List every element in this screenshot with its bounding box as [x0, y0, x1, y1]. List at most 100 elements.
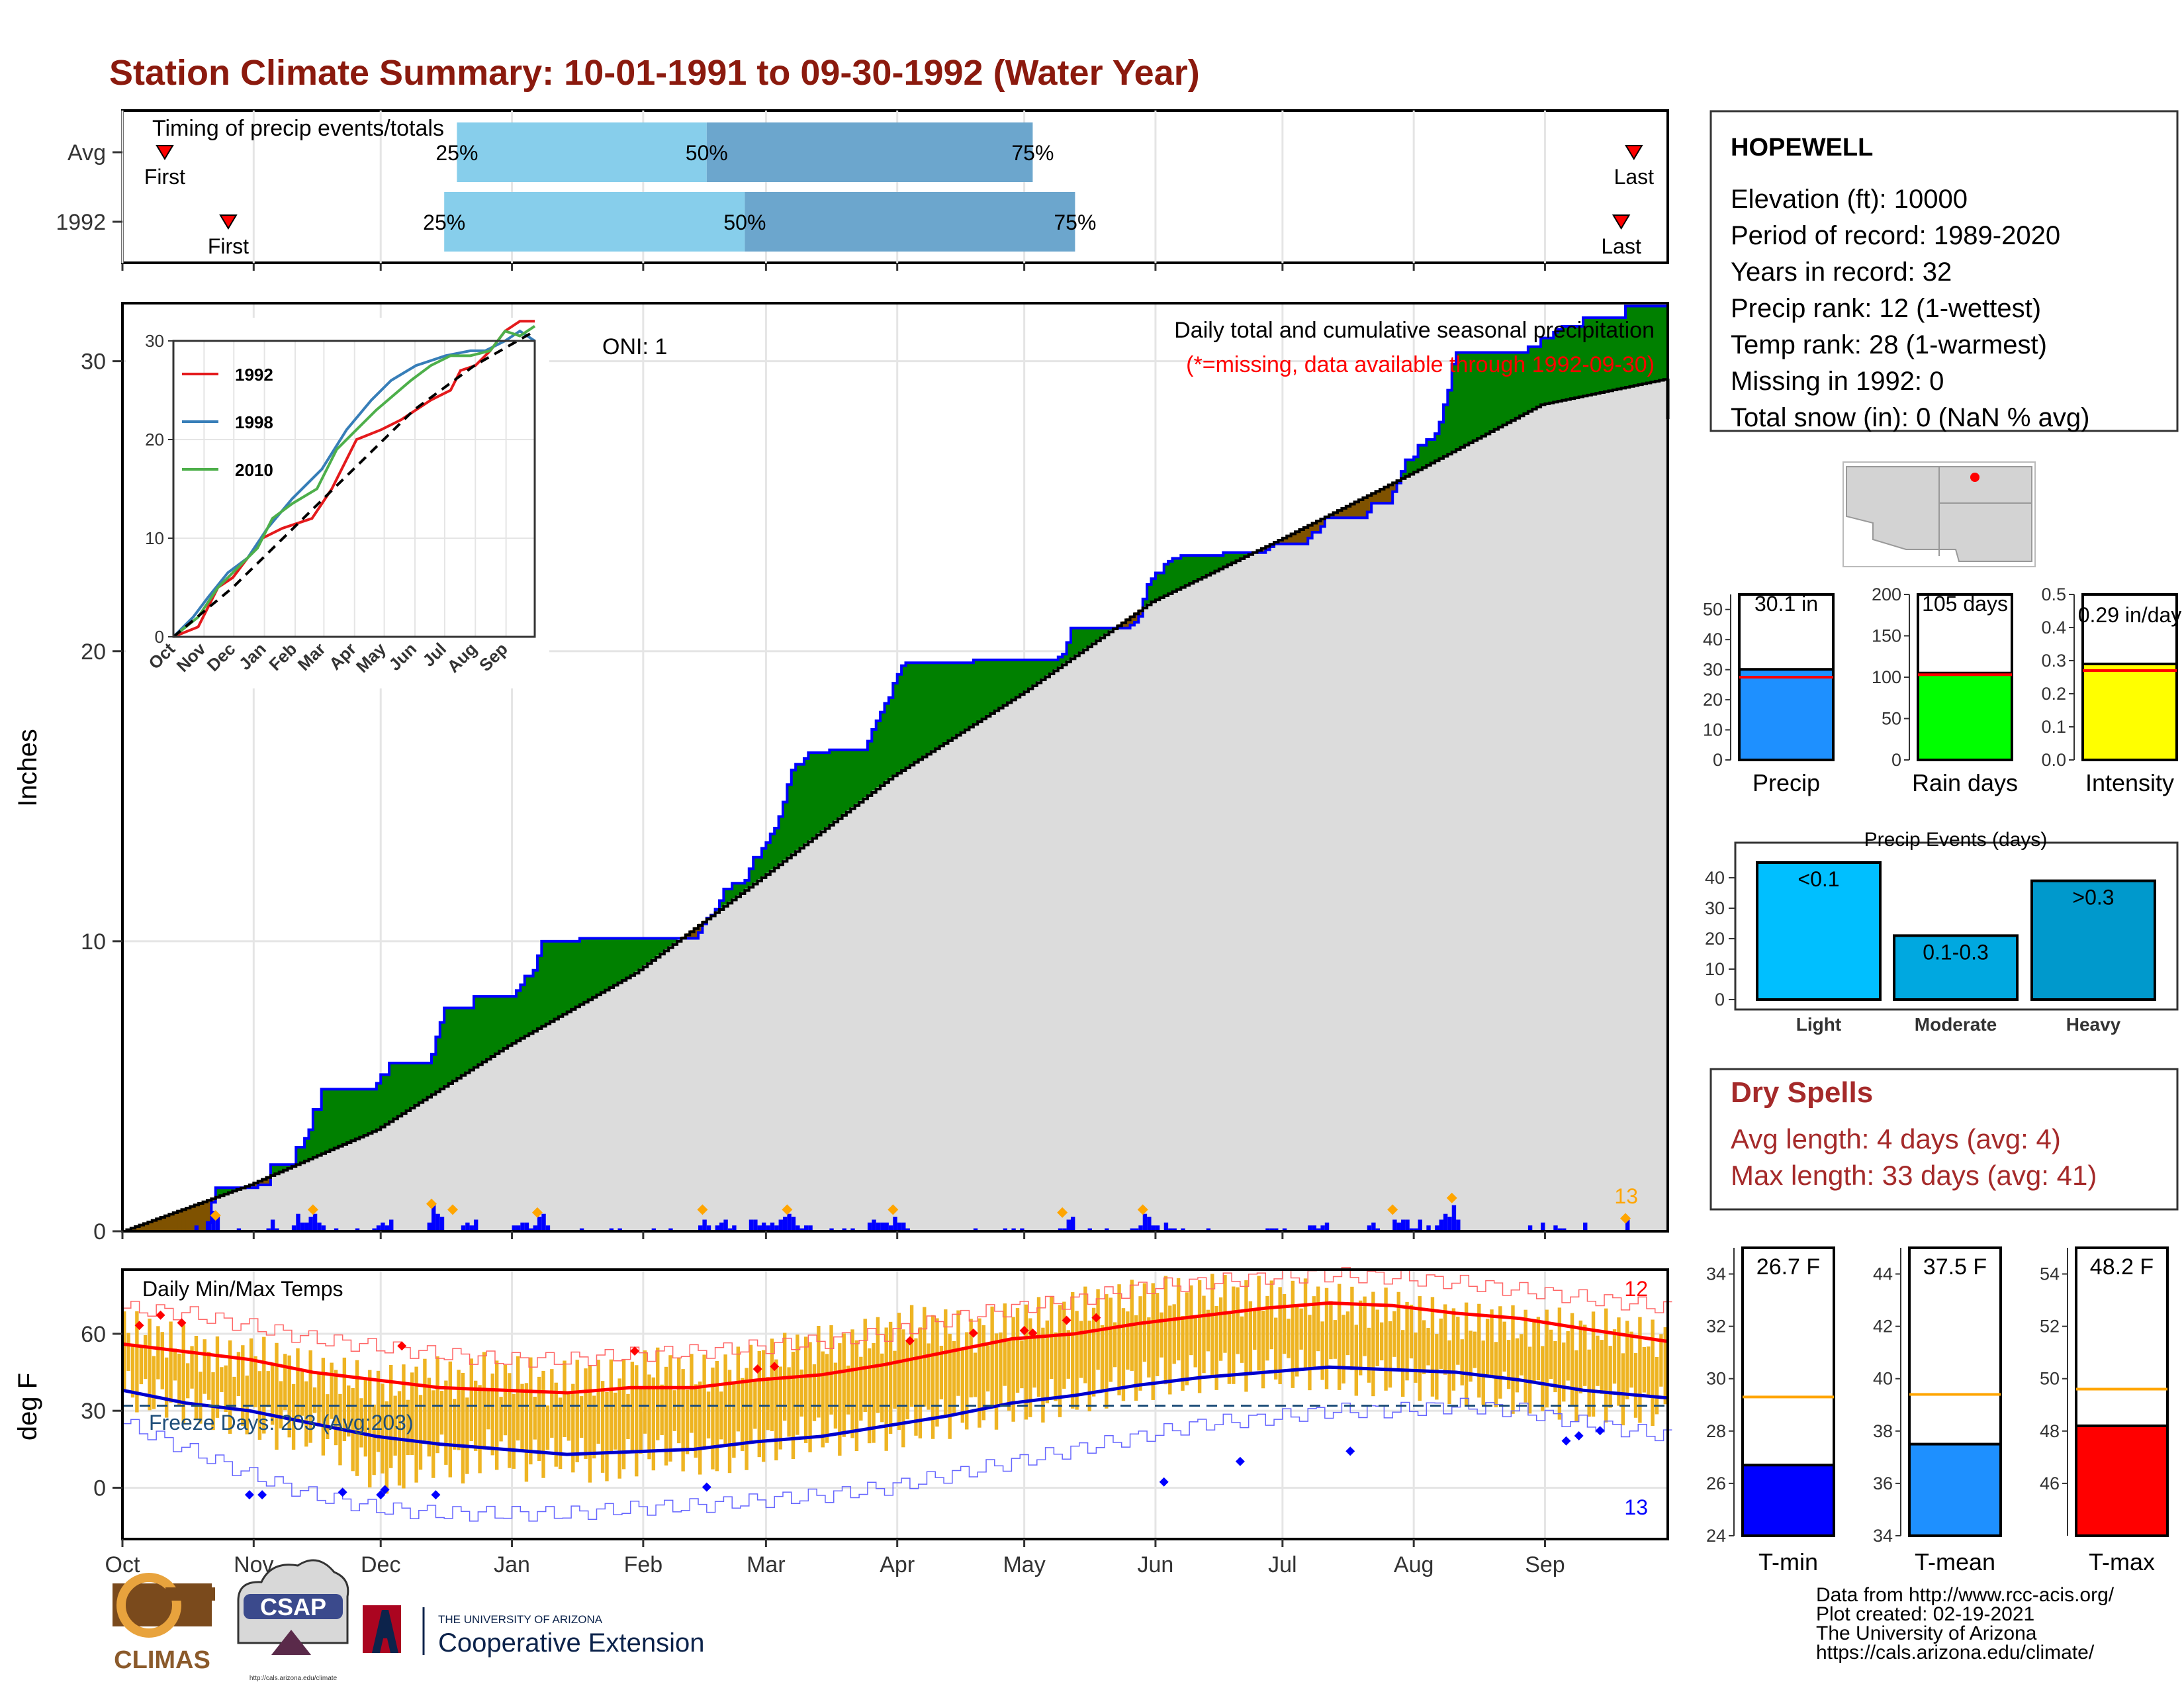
cumulative-diff-111	[592, 938, 598, 996]
daily-temp-bar	[1308, 1315, 1312, 1391]
cumulative-diff-31	[253, 1182, 259, 1188]
cumulative-diff-188	[918, 663, 923, 759]
cumulative-precip-line	[122, 305, 1668, 1233]
timing-q25-label-0: 25%	[435, 141, 478, 165]
daily-precip-bar	[545, 1225, 551, 1231]
cumulative-diff-353	[1617, 317, 1622, 389]
daily-temp-bar	[863, 1319, 867, 1413]
daily-precip-bar	[901, 1222, 906, 1231]
daily-temp-bar	[537, 1376, 541, 1462]
daily-temp-bar	[1214, 1305, 1218, 1390]
daily-temp-bar	[287, 1355, 291, 1438]
events-bar-Moderate	[1893, 934, 2019, 1002]
record-low-marker	[1159, 1477, 1169, 1487]
daily-temp-bar	[363, 1379, 368, 1457]
cumulative-diff-286	[1333, 511, 1338, 518]
daily-precip-bar	[236, 1228, 242, 1231]
record-low-marker	[380, 1485, 390, 1495]
daily-temp-bar	[1240, 1316, 1244, 1363]
record-low-marker	[244, 1490, 254, 1500]
daily-temp-bar	[872, 1342, 876, 1443]
daily-temp-bar	[1054, 1332, 1058, 1401]
daily-temp-bar	[825, 1354, 829, 1443]
daily-temp-bar	[359, 1398, 363, 1448]
cumulative-diff-214	[1028, 659, 1034, 688]
cumulative-diff-321	[1481, 352, 1486, 436]
cumulative-diff-196	[952, 663, 957, 737]
daily-temp-bar	[939, 1346, 944, 1399]
cumulative-diff-212	[1020, 659, 1025, 694]
cumulative-diff-326	[1502, 352, 1508, 424]
cumulative-diff-113	[600, 938, 606, 992]
daily-temp-bar	[1278, 1287, 1282, 1385]
daily-precip-bar	[1151, 1225, 1156, 1231]
cumulative-diff-295	[1371, 492, 1377, 504]
cumulative-diff-363	[1659, 306, 1664, 380]
cumulative-diff-129	[668, 938, 674, 947]
daily-temp-bar	[211, 1372, 215, 1430]
daily-precip-bar	[1163, 1222, 1169, 1231]
cumulative-diff-16	[190, 1205, 195, 1231]
daily-precip-bar	[1003, 1228, 1008, 1231]
record-min-envelope	[122, 1397, 1672, 1522]
precip-ytick-label-0: 0	[93, 1219, 106, 1244]
cumulative-diff-243	[1151, 579, 1156, 601]
daily-precip-bar	[774, 1225, 779, 1231]
cumulative-diff-293	[1363, 496, 1368, 518]
daily-temp-bar	[494, 1360, 499, 1470]
daily-temp-bar	[1591, 1311, 1596, 1417]
record-low-marker	[431, 1490, 441, 1500]
cumulative-diff-200	[969, 663, 974, 726]
daily-temp-bar	[1011, 1317, 1015, 1422]
daily-temp-bar	[432, 1390, 435, 1478]
cumulative-diff-189	[923, 663, 928, 756]
cumulative-diff-276	[1291, 532, 1296, 544]
daily-temp-bar	[1659, 1334, 1663, 1387]
daily-precip-bar	[537, 1217, 542, 1231]
daily-temp-bar	[1324, 1288, 1329, 1389]
month-label-Jan: Jan	[494, 1552, 530, 1577]
daily-precip-bar	[266, 1228, 271, 1231]
daily-temp-bar	[948, 1333, 952, 1439]
cumulative-diff-349	[1600, 317, 1605, 393]
cumulative-diff-167	[829, 749, 835, 824]
cumulative-diff-262	[1232, 552, 1237, 562]
daily-temp-bar	[1227, 1313, 1232, 1384]
daily-temp-bar	[524, 1383, 529, 1482]
first-event-label-0: First	[144, 165, 185, 189]
cumulative-diff-315	[1456, 352, 1461, 449]
daily-temp-bar	[169, 1321, 173, 1403]
dry-spells-box	[1709, 1068, 2179, 1211]
daily-precip-bar	[1418, 1219, 1422, 1231]
daily-temp-bar	[668, 1355, 672, 1462]
record-high-marker	[630, 1346, 640, 1356]
avg-cumulative-line	[122, 378, 1669, 1233]
daily-temp-bar	[473, 1380, 478, 1451]
precip-count-label: 13	[1614, 1184, 1638, 1208]
cumulative-diff-96	[529, 976, 534, 1033]
daily-precip-bar	[1308, 1225, 1312, 1231]
daily-temp-bar	[1350, 1286, 1354, 1370]
daily-temp-bar	[1379, 1322, 1384, 1361]
cumulative-diff-309	[1430, 439, 1435, 462]
cumulative-diff-154	[774, 828, 780, 867]
timing-row-label-1: 1992	[56, 210, 106, 235]
precip-inset-panel: 1992199820100102030OctNovDecJanFebMarApr…	[126, 318, 549, 688]
daily-temp-bar	[503, 1364, 508, 1436]
cumulative-diff-63	[389, 1062, 394, 1121]
daily-precip-bar	[808, 1225, 813, 1231]
daily-temp-bar	[986, 1345, 990, 1392]
last-event-marker-1	[1612, 214, 1631, 230]
cumulative-diff-62	[385, 1074, 390, 1123]
daily-precip-bar	[867, 1222, 872, 1231]
cumulative-diff-114	[605, 938, 610, 989]
cumulative-diff-121	[635, 938, 640, 972]
daily-precip-bar	[893, 1217, 897, 1231]
daily-temp-bar	[1557, 1307, 1562, 1420]
temp-bar-ytick-label-1-1: 36	[1873, 1474, 1893, 1493]
cumulative-diff-361	[1651, 306, 1656, 382]
cumulative-diff-336	[1545, 338, 1550, 404]
daily-temp-bar	[376, 1370, 381, 1452]
daily-temp-bar	[1460, 1339, 1464, 1385]
cumulative-diff-279	[1303, 526, 1308, 544]
